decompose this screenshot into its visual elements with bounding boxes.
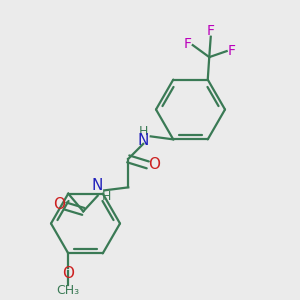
Text: N: N: [92, 178, 103, 194]
Text: F: F: [183, 37, 191, 51]
Text: F: F: [228, 44, 236, 58]
Text: F: F: [207, 24, 215, 38]
Text: O: O: [148, 158, 160, 172]
Text: CH₃: CH₃: [57, 284, 80, 297]
Text: O: O: [52, 197, 64, 212]
Text: O: O: [62, 266, 74, 281]
Text: H: H: [139, 125, 148, 138]
Text: H: H: [102, 190, 111, 203]
Text: N: N: [138, 134, 149, 148]
